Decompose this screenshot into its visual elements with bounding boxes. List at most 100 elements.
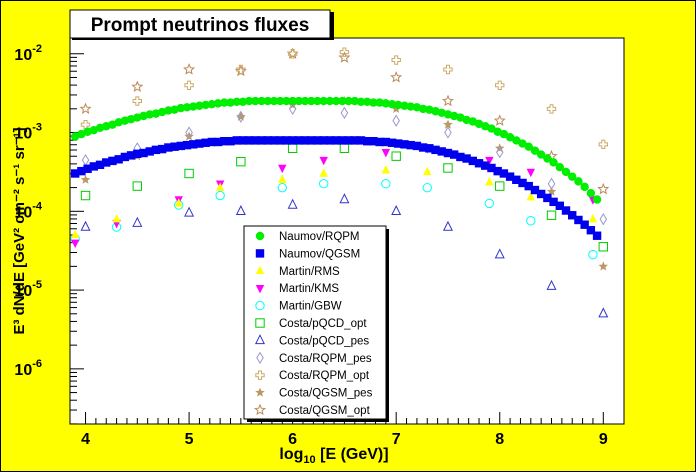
- data-point: [325, 96, 335, 106]
- data-point: [313, 136, 322, 145]
- legend-label: Costa/RQPM_opt: [279, 370, 370, 382]
- data-point: [313, 96, 322, 106]
- data-point: [392, 114, 400, 127]
- legend-label: Martin/KMS: [279, 283, 339, 295]
- data-point: [598, 242, 608, 252]
- data-point: [287, 198, 298, 209]
- data-point: [263, 96, 272, 106]
- data-point: [375, 137, 384, 147]
- data-point: [339, 47, 350, 57]
- data-point: [288, 102, 297, 116]
- y-tick-label: 10-2: [14, 43, 42, 64]
- data-point: [277, 182, 287, 193]
- data-point: [375, 98, 384, 107]
- data-point: [288, 96, 297, 106]
- data-point: [319, 136, 328, 145]
- data-point: [145, 110, 154, 119]
- data-point: [362, 97, 372, 107]
- data-point: [530, 185, 540, 195]
- y-tick-label: 10-5: [14, 279, 42, 300]
- legend-marker: [256, 351, 264, 364]
- data-point: [468, 156, 478, 166]
- data-point: [481, 161, 490, 170]
- data-point: [238, 97, 248, 107]
- data-point: [362, 136, 372, 146]
- data-point: [185, 126, 193, 139]
- data-point: [307, 96, 316, 106]
- data-point: [238, 136, 248, 145]
- data-point: [547, 177, 556, 190]
- series-1: [70, 136, 602, 240]
- data-point: [244, 96, 254, 106]
- data-point: [443, 148, 453, 158]
- legend-marker: [255, 387, 265, 397]
- data-point: [381, 165, 391, 174]
- data-point: [344, 96, 353, 106]
- axis-layer: 4 5 6 7 8 9 10-6 10-5 10-4 10-3 10-2: [14, 43, 607, 448]
- data-point: [325, 136, 335, 145]
- data-point: [189, 140, 198, 149]
- data-point: [431, 145, 440, 155]
- legend-label: Martin/RMS: [279, 266, 340, 278]
- data-point: [597, 182, 610, 195]
- data-point: [184, 206, 195, 217]
- chart-title: Prompt neutrinos fluxes: [91, 15, 310, 36]
- data-point: [406, 102, 415, 111]
- data-point: [369, 136, 378, 146]
- legend-marker: [255, 370, 265, 380]
- data-point: [474, 159, 484, 168]
- data-point: [269, 136, 279, 145]
- data-point: [220, 98, 229, 107]
- data-point: [586, 226, 596, 235]
- data-point: [443, 119, 453, 129]
- data-point: [319, 156, 328, 166]
- data-point: [495, 181, 505, 191]
- data-point: [546, 186, 557, 196]
- data-point: [282, 96, 291, 106]
- data-point: [344, 136, 353, 145]
- data-point: [526, 216, 536, 226]
- data-point: [276, 136, 285, 145]
- data-point: [423, 166, 432, 176]
- data-point: [512, 175, 521, 184]
- data-point: [526, 168, 536, 178]
- legend-marker: [255, 285, 265, 294]
- data-point: [182, 140, 192, 150]
- series-4: [70, 179, 598, 260]
- data-point: [70, 229, 80, 239]
- data-point: [493, 114, 506, 126]
- data-point: [536, 189, 546, 199]
- data-point: [174, 198, 183, 207]
- data-point: [555, 201, 564, 210]
- data-point: [412, 141, 422, 151]
- data-point: [263, 136, 272, 145]
- data-point: [443, 163, 453, 173]
- data-point: [232, 136, 241, 145]
- data-point: [300, 136, 310, 145]
- data-point: [251, 136, 260, 145]
- data-point: [394, 139, 403, 148]
- data-point: [524, 181, 533, 191]
- data-point: [201, 100, 210, 110]
- data-point: [598, 139, 608, 150]
- data-point: [487, 124, 496, 133]
- data-point: [387, 99, 397, 109]
- title-box: Prompt neutrinos fluxes: [69, 9, 334, 40]
- data-point: [536, 150, 546, 159]
- data-point: [485, 156, 494, 166]
- data-point: [244, 136, 254, 145]
- data-point: [278, 164, 287, 174]
- data-point: [592, 195, 602, 204]
- data-point: [484, 198, 495, 209]
- data-point: [381, 99, 391, 108]
- data-point: [499, 169, 509, 178]
- data-point: [350, 136, 359, 145]
- data-point: [505, 172, 515, 181]
- data-point: [207, 99, 217, 109]
- legend-marker: [255, 300, 265, 311]
- data-point: [170, 142, 179, 151]
- y-tick-label: 10-6: [14, 358, 42, 379]
- data-point: [495, 146, 504, 159]
- x-tick-label: 5: [185, 431, 194, 448]
